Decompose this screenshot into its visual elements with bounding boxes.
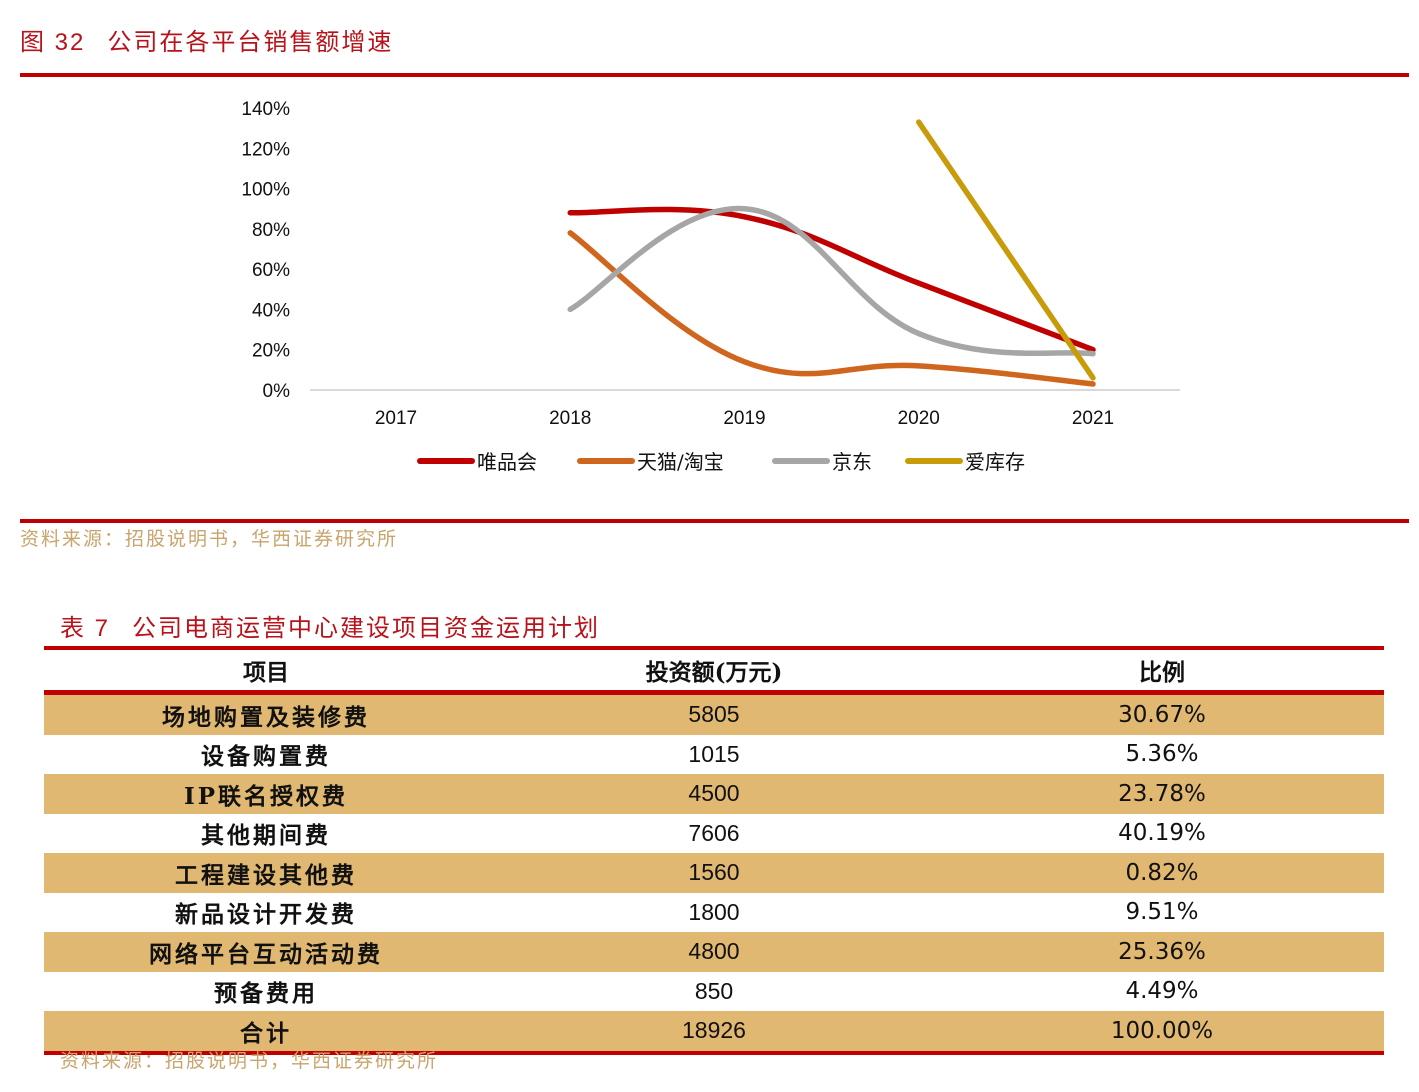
y-tick-label: 0%	[263, 381, 291, 402]
cell-amount: 5805	[488, 692, 940, 735]
figure-title: 图 32 公司在各平台销售额增速	[20, 22, 393, 57]
cell-item: IP联名授权费	[44, 774, 488, 814]
cell-amount: 4800	[488, 932, 940, 972]
cell-amount: 7606	[688, 819, 740, 846]
table-label: 表 7	[60, 615, 111, 642]
table-total-row: 合计 18926 100.00%	[44, 1011, 1384, 1055]
x-tick-label: 2017	[375, 408, 417, 429]
cell-amount: 1560	[488, 853, 940, 893]
legend-label: 京东	[832, 450, 872, 474]
figure-top-rule	[20, 73, 1409, 77]
cell-ratio: 30.67%	[940, 692, 1384, 735]
figure-source: 资料来源：招股说明书，华西证券研究所	[20, 528, 399, 550]
cell-ratio: 40.19%	[1118, 820, 1206, 847]
figure-title-text: 公司在各平台销售额增速	[107, 28, 394, 56]
table-source: 资料来源：招股说明书，华西证券研究所	[60, 1050, 439, 1072]
cell-item: 预备费用	[214, 980, 318, 1008]
cell-amount: 18926	[488, 1011, 940, 1055]
legend-label: 天猫/淘宝	[637, 450, 724, 474]
x-tick-label: 2018	[549, 408, 591, 429]
legend-label: 唯品会	[477, 450, 537, 474]
table-row: 设备购置费 1015 5.36%	[44, 735, 1384, 775]
y-tick-label: 140%	[241, 99, 290, 120]
cell-ratio: 25.36%	[940, 932, 1384, 972]
cell-item: 网络平台互动活动费	[44, 932, 488, 972]
y-axis-ticks: 0% 20% 40% 60% 80% 100% 120% 140%	[241, 99, 290, 402]
cell-ratio: 23.78%	[940, 774, 1384, 814]
header-item: 项目	[44, 646, 488, 695]
cell-item: 设备购置费	[201, 743, 331, 771]
cell-item: 场地购置及装修费	[44, 692, 488, 735]
cell-ratio: 100.00%	[940, 1011, 1384, 1055]
x-tick-label: 2019	[723, 408, 765, 429]
x-tick-label: 2021	[1072, 408, 1114, 429]
table-title-text: 公司电商运营中心建设项目资金运用计划	[132, 614, 601, 642]
cell-amount: 1800	[688, 898, 740, 925]
series-line	[567, 205, 1096, 357]
series-line	[916, 119, 1096, 381]
cell-amount: 4500	[488, 774, 940, 814]
y-tick-label: 40%	[252, 300, 290, 321]
funding-plan-table: 项目 投资额(万元) 比例 场地购置及装修费 5805 30.67% 设备购置费…	[44, 646, 1384, 1055]
legend-label: 爱库存	[965, 450, 1025, 474]
table-row: 新品设计开发费 1800 9.51%	[44, 893, 1384, 933]
line-chart: 0%20%40%60%80%100%120%140% 2017 2018 2019 2…	[241, 99, 1180, 474]
y-tick-label: 20%	[252, 341, 290, 362]
series-line	[567, 206, 1096, 353]
y-tick-label: 100%	[241, 180, 290, 201]
x-axis-ticks: 2017 2018 2019 2020 2021	[375, 408, 1114, 429]
table-row: 网络平台互动活动费 4800 25.36%	[44, 932, 1384, 972]
y-tick-label: 60%	[252, 260, 290, 281]
cell-amount: 1015	[688, 740, 740, 767]
table-row: 场地购置及装修费 5805 30.67%	[44, 692, 1384, 735]
y-tick-label: 120%	[241, 139, 290, 160]
cell-amount: 850	[694, 977, 734, 1004]
y-tick-label: 80%	[252, 220, 290, 241]
chart-series	[567, 119, 1096, 387]
table-row: IP联名授权费 4500 23.78%	[44, 774, 1384, 814]
cell-ratio: 4.49%	[1125, 978, 1199, 1005]
cell-ratio: 9.51%	[1125, 899, 1199, 926]
series-line	[567, 230, 1096, 387]
cell-item: 合计	[44, 1011, 488, 1055]
cell-item: 其他期间费	[201, 822, 331, 850]
header-amount: 投资额(万元)	[488, 646, 940, 695]
figure-bottom-rule	[20, 519, 1409, 523]
table-title: 表 7 公司电商运营中心建设项目资金运用计划	[60, 608, 600, 643]
header-ratio: 比例	[940, 646, 1384, 695]
cell-item: 新品设计开发费	[175, 901, 357, 929]
x-tick-label: 2020	[898, 408, 940, 429]
table-row: 预备费用 850 4.49%	[44, 972, 1384, 1012]
cell-ratio: 0.82%	[940, 853, 1384, 893]
chart-legend: 唯品会 天猫/淘宝 京东 爱库存	[417, 450, 1025, 474]
cell-item: 工程建设其他费	[44, 853, 488, 893]
figure-label: 图 32	[20, 29, 86, 56]
table-header-row: 项目 投资额(万元) 比例	[44, 646, 1384, 695]
cell-ratio: 5.36%	[1125, 741, 1199, 768]
table-row: 其他期间费 7606 40.19%	[44, 814, 1384, 854]
table-row: 工程建设其他费 1560 0.82%	[44, 853, 1384, 893]
